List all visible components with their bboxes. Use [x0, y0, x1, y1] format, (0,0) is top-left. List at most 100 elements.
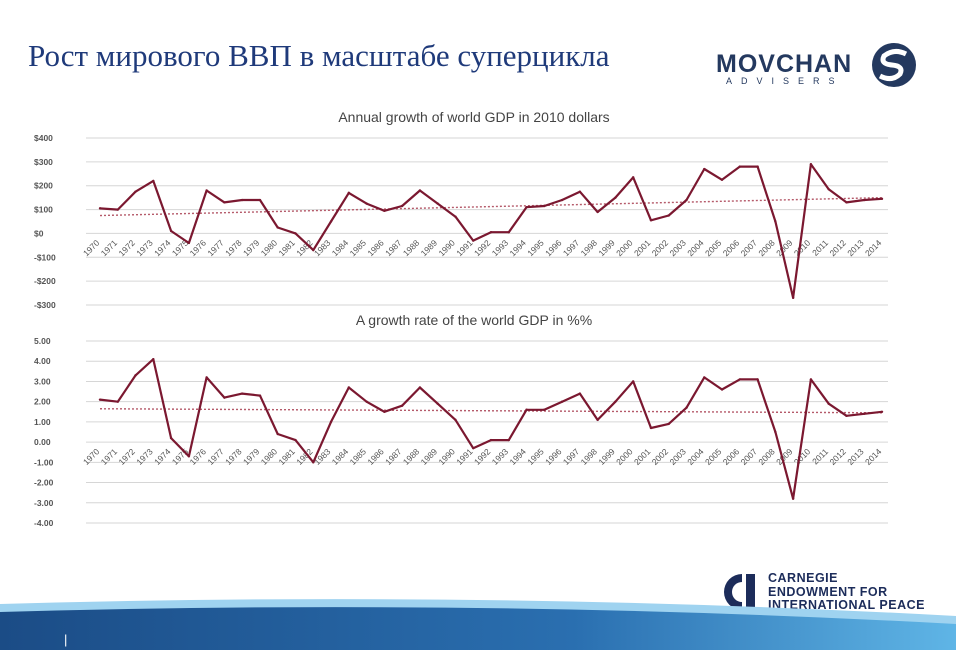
x-tick-label: 2004 [685, 446, 706, 467]
x-tick-label: 2002 [650, 446, 671, 467]
data-point [720, 178, 724, 181]
x-tick-label: 1970 [81, 238, 102, 259]
x-tick-label: 1981 [276, 238, 297, 259]
trendline [99, 408, 883, 414]
x-tick-label: 2001 [632, 446, 653, 467]
data-point [685, 198, 688, 202]
x-tick-label: 1999 [596, 238, 617, 259]
data-point [240, 198, 244, 202]
data-point [258, 198, 262, 202]
data-point [507, 231, 510, 234]
x-tick-label: 1999 [596, 446, 617, 467]
data-point [134, 190, 137, 193]
data-point [791, 497, 795, 500]
data-point [667, 214, 670, 217]
x-tick-label: 1995 [525, 446, 546, 467]
data-point [205, 189, 208, 192]
data-point [649, 219, 653, 222]
data-point [383, 410, 386, 413]
y-tick-label: -3.00 [34, 498, 54, 508]
data-point [152, 179, 155, 183]
data-point [703, 376, 706, 379]
x-tick-label: 1973 [134, 446, 155, 467]
x-tick-label: 1979 [241, 238, 262, 259]
y-tick-label: -2.00 [34, 478, 54, 488]
data-point [489, 438, 493, 442]
x-tick-label: 1993 [490, 238, 511, 259]
chart-absolute-growth: Annual growth of world GDP in 2010 dolla… [34, 109, 888, 310]
data-point [436, 202, 439, 205]
data-point [703, 167, 706, 171]
data-point [880, 410, 884, 413]
data-point [685, 406, 688, 409]
data-point [294, 438, 297, 442]
movchan-logo: MOVCHAN ADVISERS [716, 42, 926, 92]
x-tick-label: 1971 [99, 238, 120, 259]
x-tick-label: 2003 [667, 238, 688, 259]
data-point [258, 394, 262, 397]
data-point [116, 208, 119, 211]
x-tick-label: 1992 [472, 446, 493, 467]
x-tick-label: 1974 [152, 238, 173, 259]
data-point [347, 386, 351, 389]
x-tick-label: 2006 [721, 238, 742, 259]
x-tick-label: 1990 [436, 446, 457, 467]
data-point [827, 402, 830, 405]
data-point [400, 204, 404, 208]
x-tick-label: 1995 [525, 238, 546, 259]
x-tick-label: 1988 [401, 446, 422, 467]
x-tick-label: 2000 [614, 238, 635, 259]
data-point [418, 386, 422, 389]
chart-growth-rate: A growth rate of the world GDP in %% 5.00… [34, 312, 888, 528]
x-tick-label: 2004 [685, 238, 706, 259]
x-tick-label: 1991 [454, 238, 475, 259]
data-point [774, 220, 777, 223]
x-tick-label: 1974 [152, 446, 173, 467]
footer-wave [0, 599, 956, 650]
data-point [631, 176, 635, 179]
x-tick-label: 2007 [739, 446, 760, 467]
data-point [329, 420, 333, 424]
y-tick-label: 1.00 [34, 417, 51, 427]
brand-subtitle: ADVISERS [726, 76, 844, 86]
series-line [99, 163, 883, 299]
x-tick-label: 2006 [721, 446, 742, 467]
data-point [98, 207, 102, 210]
data-point [756, 165, 759, 168]
x-tick-label: 1996 [543, 446, 564, 467]
x-tick-label: 1984 [330, 446, 351, 467]
data-point [863, 198, 866, 202]
x-tick-label: 1994 [508, 446, 529, 467]
y-tick-label: $400 [34, 133, 53, 143]
data-point [472, 446, 475, 450]
data-point [329, 220, 333, 223]
y-tick-label: 5.00 [34, 336, 51, 346]
x-tick-label: 2005 [703, 446, 724, 467]
x-tick-label: 1989 [419, 446, 440, 467]
x-tick-label: 2009 [774, 238, 795, 259]
chart-title: Annual growth of world GDP in 2010 dolla… [338, 109, 609, 125]
x-tick-label: 1985 [348, 238, 369, 259]
carnegie-logo: CARNEGIE ENDOWMENT FOR INTERNATIONAL PEA… [722, 570, 937, 615]
data-point [720, 388, 724, 391]
page-marker: | [64, 632, 68, 647]
data-point [400, 404, 404, 407]
y-tick-label: 4.00 [34, 356, 51, 366]
data-point [276, 432, 279, 436]
x-tick-label: 2001 [632, 238, 653, 259]
x-tick-label: 1985 [348, 446, 369, 467]
data-point [152, 358, 155, 361]
data-point [507, 438, 510, 442]
x-tick-label: 2011 [810, 238, 830, 258]
series-line [99, 358, 883, 500]
data-point [205, 376, 208, 379]
data-point [418, 189, 422, 192]
x-tick-label: 2007 [739, 238, 760, 259]
data-point [489, 231, 493, 234]
x-tick-label: 2013 [845, 446, 866, 467]
x-tick-label: 1979 [241, 446, 262, 467]
x-tick-label: 1977 [205, 446, 226, 467]
data-point [738, 378, 742, 381]
x-tick-label: 1987 [383, 446, 404, 467]
data-point [738, 165, 742, 168]
